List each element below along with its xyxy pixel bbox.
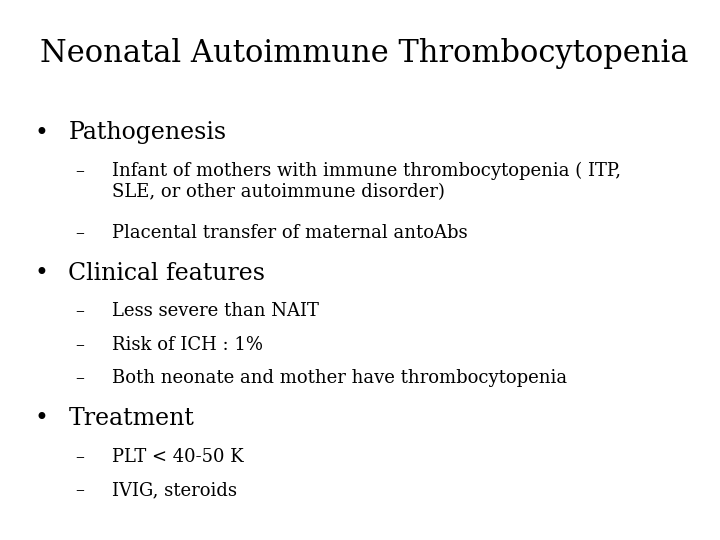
Text: •: • — [35, 262, 48, 285]
Text: IVIG, steroids: IVIG, steroids — [112, 481, 237, 499]
Text: Risk of ICH : 1%: Risk of ICH : 1% — [112, 336, 263, 354]
Text: –: – — [76, 481, 84, 499]
Text: Placental transfer of maternal antoAbs: Placental transfer of maternal antoAbs — [112, 224, 467, 242]
Text: –: – — [76, 302, 84, 320]
Text: Treatment: Treatment — [68, 407, 194, 430]
Text: –: – — [76, 336, 84, 354]
Text: –: – — [76, 162, 84, 180]
Text: Pathogenesis: Pathogenesis — [68, 122, 227, 145]
Text: Less severe than NAIT: Less severe than NAIT — [112, 302, 318, 320]
Text: •: • — [35, 407, 48, 430]
Text: •: • — [35, 122, 48, 145]
Text: –: – — [76, 369, 84, 387]
Text: –: – — [76, 448, 84, 465]
Text: PLT < 40-50 K: PLT < 40-50 K — [112, 448, 243, 465]
Text: Both neonate and mother have thrombocytopenia: Both neonate and mother have thrombocyto… — [112, 369, 567, 387]
Text: Neonatal Autoimmune Thrombocytopenia: Neonatal Autoimmune Thrombocytopenia — [40, 38, 688, 69]
Text: Clinical features: Clinical features — [68, 262, 266, 285]
Text: –: – — [76, 224, 84, 242]
Text: Infant of mothers with immune thrombocytopenia ( ITP,
SLE, or other autoimmune d: Infant of mothers with immune thrombocyt… — [112, 162, 621, 201]
